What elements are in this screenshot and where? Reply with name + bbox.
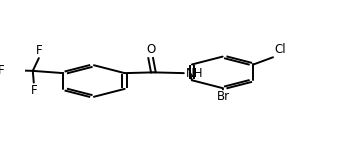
Text: F: F [36, 44, 42, 57]
Text: Br: Br [217, 90, 230, 103]
Text: Cl: Cl [275, 43, 286, 56]
Text: O: O [146, 43, 155, 56]
Text: F: F [31, 84, 37, 97]
Text: NH: NH [186, 67, 203, 80]
Text: F: F [0, 64, 5, 77]
